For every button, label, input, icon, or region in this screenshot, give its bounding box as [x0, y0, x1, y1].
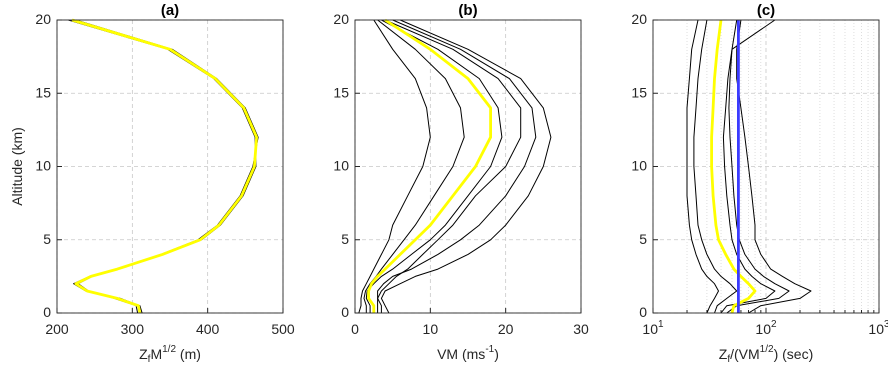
x-tick-label: 500 [271, 321, 295, 337]
y-tick-label: 10 [333, 157, 349, 173]
x-tick-label: 400 [196, 321, 220, 337]
x-tick-label: 20 [498, 321, 514, 337]
profile-line [377, 19, 537, 313]
x-tick-label: 30 [573, 321, 589, 337]
profile-line [380, 19, 552, 314]
profile-line [377, 19, 522, 313]
y-tick-label: 20 [333, 11, 349, 27]
panel-title: (c) [757, 2, 775, 19]
x-axis-label: Zf​/(VM1/2​) (sec) [719, 344, 813, 365]
x-tick-label: 103​ [868, 319, 888, 337]
y-tick-label: 0 [43, 304, 51, 320]
x-axis-label: VM (ms-1​) [437, 344, 499, 362]
x-tick-label: 10 [423, 321, 439, 337]
x-tick-label: 101​ [642, 319, 664, 337]
y-tick-label: 5 [43, 230, 51, 246]
panel-title: (b) [458, 2, 477, 19]
axes-frame [652, 19, 880, 314]
y-tick-label: 0 [341, 304, 349, 320]
profile-line [365, 19, 503, 313]
x-tick-label: 102​ [755, 319, 777, 337]
y-tick-label: 15 [35, 84, 51, 100]
y-tick-label: 5 [639, 230, 647, 246]
panel-title: (a) [161, 2, 179, 19]
y-tick-label: 15 [631, 84, 647, 100]
y-tick-label: 10 [35, 157, 51, 173]
profile-line [363, 19, 465, 313]
y-tick-label: 20 [631, 11, 647, 27]
y-axis-label: Altitude (km) [9, 127, 25, 206]
profile-line [71, 18, 258, 314]
x-tick-label: 200 [45, 321, 69, 337]
y-tick-label: 5 [341, 230, 349, 246]
x-tick-label: 0 [351, 321, 359, 337]
axes-frame [56, 19, 284, 314]
profile-line [693, 19, 738, 314]
y-tick-label: 15 [333, 84, 349, 100]
profile-line [358, 19, 431, 314]
profile-line [686, 19, 719, 314]
y-tick-label: 20 [35, 11, 51, 27]
profile-line [720, 19, 776, 314]
profile-line [367, 18, 492, 313]
profile-line [710, 19, 757, 314]
y-tick-label: 0 [639, 304, 647, 320]
axes-frame [354, 19, 582, 314]
x-tick-label: 300 [121, 321, 145, 337]
x-axis-label: Zf​M1/2​ (m) [139, 344, 201, 365]
y-tick-label: 10 [631, 157, 647, 173]
